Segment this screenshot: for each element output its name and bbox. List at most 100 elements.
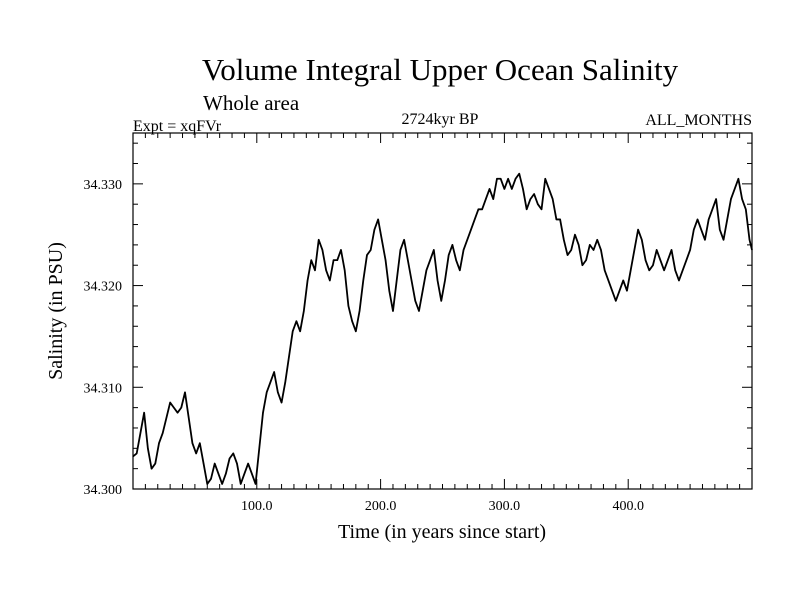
data-point (626, 290, 628, 292)
data-point (310, 259, 312, 261)
data-point (481, 208, 483, 210)
data-point (448, 254, 450, 256)
data-point (139, 432, 142, 434)
data-point (526, 208, 528, 210)
data-point (373, 229, 376, 231)
data-point (370, 249, 372, 251)
data-point (288, 356, 290, 358)
data-point (143, 412, 145, 414)
data-point (295, 320, 298, 322)
data-point (195, 452, 197, 454)
data-point (689, 249, 691, 251)
data-point (214, 462, 216, 465)
data-point (748, 239, 751, 241)
data-point (745, 208, 747, 210)
y-tick-label: 34.300 (84, 483, 123, 498)
data-point (708, 218, 710, 221)
data-point (459, 269, 461, 271)
data-point (722, 239, 725, 241)
data-point (663, 269, 665, 271)
data-point (474, 218, 476, 221)
data-point (280, 401, 283, 404)
data-point (384, 259, 387, 261)
x-tick-label: 200.0 (365, 499, 397, 514)
data-point (496, 178, 498, 180)
data-point (202, 462, 205, 465)
data-point (644, 259, 647, 261)
data-point (537, 203, 539, 205)
y-tick-label: 34.320 (84, 280, 123, 295)
data-point (715, 198, 717, 200)
x-tick-label: 300.0 (489, 499, 521, 514)
chart-title: Volume Integral Upper Ocean Salinity (202, 52, 679, 87)
data-point (228, 457, 231, 460)
data-point (147, 447, 149, 449)
data-point (734, 188, 736, 190)
data-point (618, 290, 621, 292)
data-point (477, 208, 479, 210)
data-point (555, 218, 558, 221)
data-point (500, 178, 502, 180)
data-point (318, 239, 320, 241)
data-point (719, 229, 721, 231)
data-point (303, 310, 305, 312)
data-point (659, 259, 661, 261)
tick-labels: 100.0 200.0 300.0 400.0 34.300 34.310 34.320 34… (84, 178, 644, 514)
data-point (158, 442, 160, 444)
data-point (407, 259, 409, 261)
data-point (206, 483, 208, 485)
data-point (392, 310, 394, 312)
data-point (741, 198, 743, 200)
data-point (566, 254, 569, 256)
data-point (570, 249, 572, 251)
chart-subtitle: Whole area (203, 91, 300, 115)
data-point (596, 239, 598, 241)
data-point (548, 188, 550, 190)
data-point (656, 249, 658, 251)
data-point (589, 244, 591, 246)
data-point (492, 198, 494, 200)
data-point (652, 264, 654, 266)
data-point (581, 264, 583, 266)
months-label: ALL_MONTHS (645, 112, 752, 129)
series-points (132, 173, 753, 485)
data-point (225, 473, 227, 475)
data-point (585, 259, 587, 261)
data-point (336, 259, 338, 261)
data-point (191, 442, 194, 444)
data-point (266, 391, 268, 393)
data-point (726, 218, 728, 221)
data-point (381, 239, 383, 241)
data-point (396, 279, 398, 282)
data-point (503, 188, 505, 190)
data-point (362, 279, 364, 282)
data-point (422, 290, 424, 292)
data-point (188, 417, 190, 419)
data-point (488, 188, 491, 190)
data-point (685, 259, 687, 261)
data-point (485, 198, 487, 200)
data-point (514, 178, 517, 180)
data-point (574, 234, 576, 236)
axis-ticks (133, 133, 752, 490)
period-label: 2724kyr BP (402, 111, 479, 128)
x-axis-label: Time (in years since start) (338, 521, 546, 543)
data-point (563, 239, 565, 241)
y-tick-label: 34.330 (84, 178, 123, 193)
x-tick-label: 100.0 (241, 499, 273, 514)
data-point (544, 178, 546, 180)
data-point (518, 173, 520, 175)
data-point (552, 198, 554, 200)
data-point (284, 381, 286, 383)
data-point (425, 269, 428, 271)
data-point (592, 249, 595, 251)
data-point (292, 330, 294, 332)
data-point (154, 462, 156, 465)
data-point (358, 310, 361, 312)
data-point (429, 259, 431, 261)
data-point (751, 249, 753, 251)
data-point (451, 244, 453, 246)
data-point (522, 188, 524, 190)
data-point (277, 391, 279, 393)
data-point (306, 279, 309, 282)
